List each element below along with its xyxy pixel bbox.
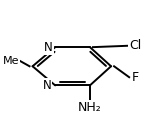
Text: N: N (44, 41, 53, 54)
Text: NH₂: NH₂ (78, 101, 102, 114)
Text: Cl: Cl (129, 39, 141, 52)
Text: Me: Me (2, 56, 19, 66)
Text: N: N (43, 79, 51, 92)
Text: F: F (132, 71, 139, 84)
